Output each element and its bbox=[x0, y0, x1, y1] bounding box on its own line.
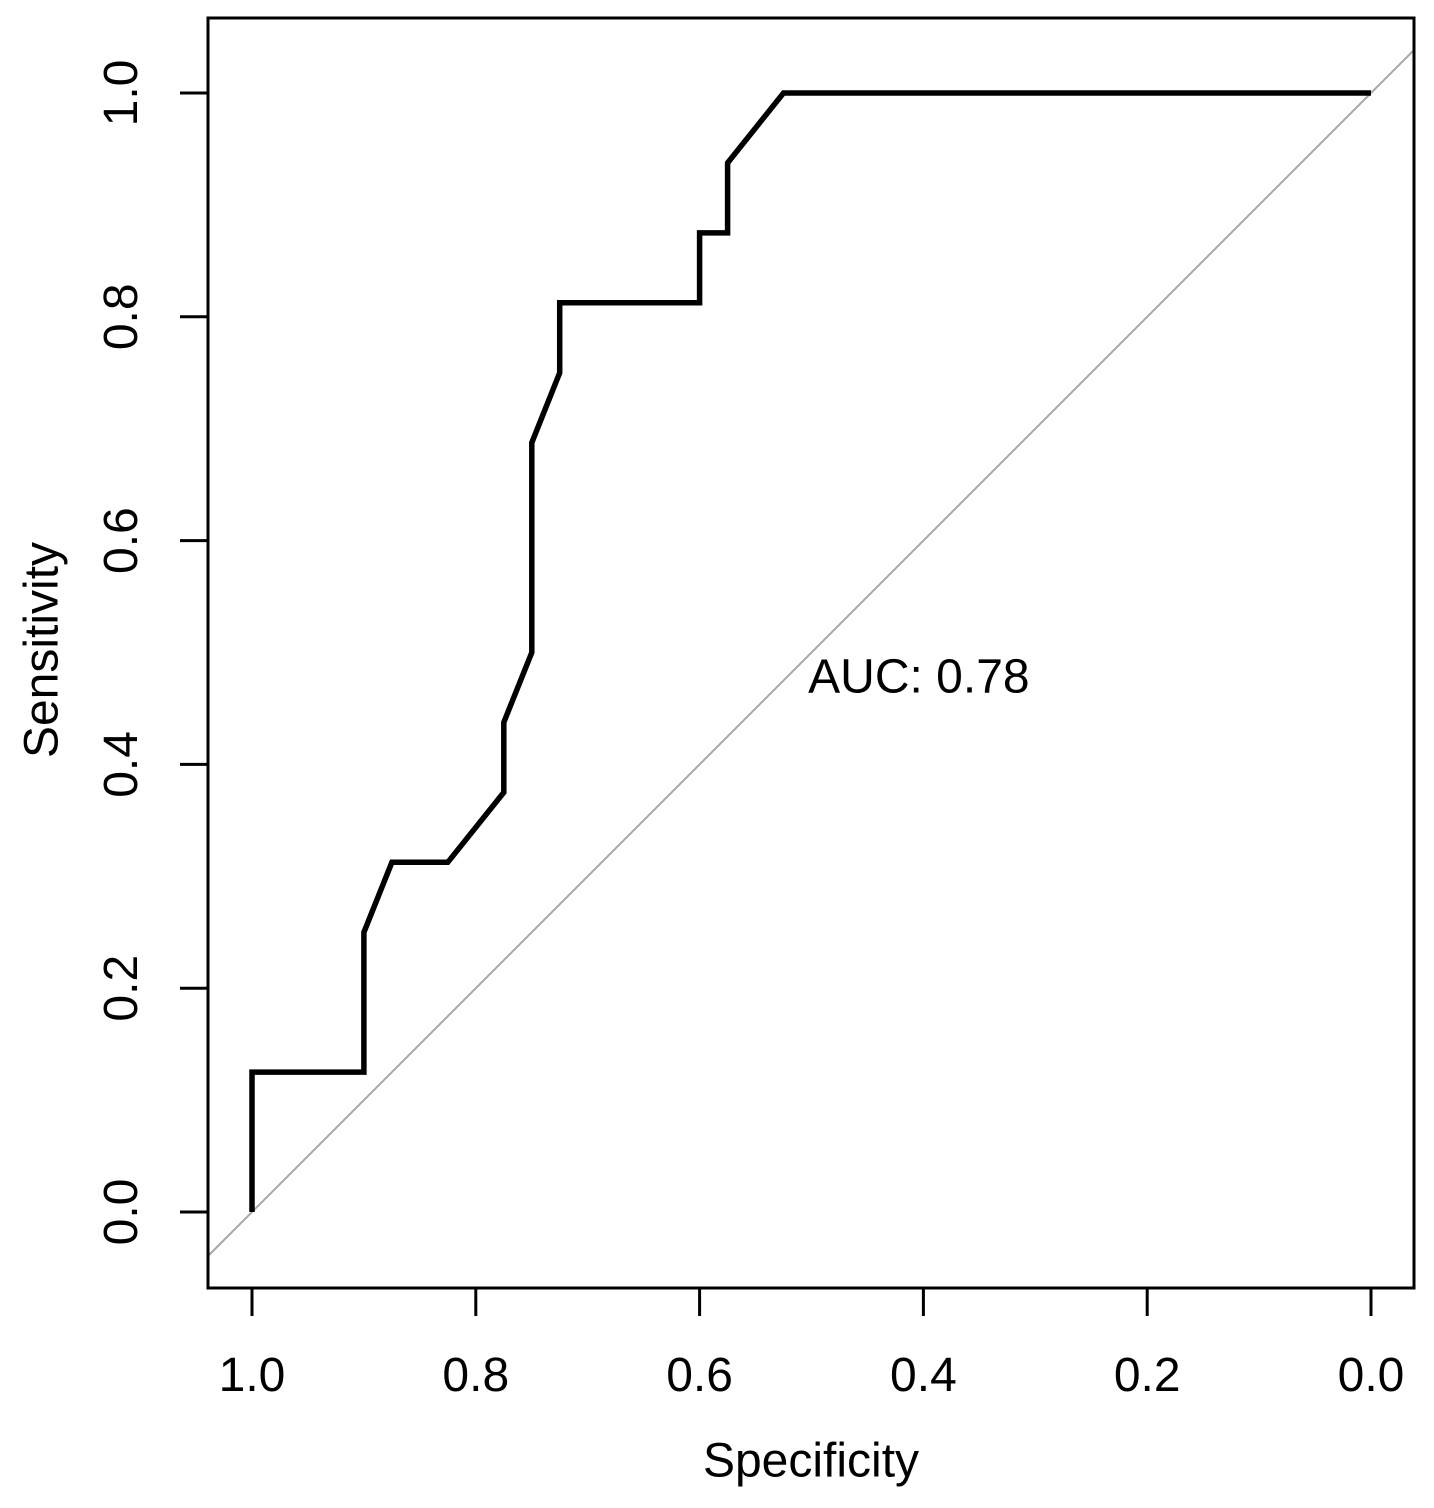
plot-border bbox=[206, 16, 1416, 1290]
x-axis-title: Specificity bbox=[702, 1434, 920, 1488]
auc-annotation: AUC: 0.78 bbox=[808, 650, 1030, 704]
y-tick-label: 0.8 bbox=[95, 283, 148, 350]
y-tick-label: 0.2 bbox=[95, 955, 148, 1022]
x-tick-label: 0.6 bbox=[666, 1349, 733, 1402]
x-tick-label: 0.8 bbox=[442, 1349, 509, 1402]
y-tick-label: 0.4 bbox=[95, 731, 148, 798]
y-tick-label: 0.0 bbox=[95, 1179, 148, 1246]
x-tick-label: 1.0 bbox=[219, 1349, 286, 1402]
y-tick-label: 0.6 bbox=[95, 507, 148, 574]
x-tick-label: 0.2 bbox=[1114, 1349, 1181, 1402]
y-axis-title: Sensitivity bbox=[15, 541, 69, 759]
y-tick-label: 1.0 bbox=[95, 60, 148, 127]
roc-curve bbox=[249, 90, 1371, 1212]
x-tick-label: 0.0 bbox=[1338, 1349, 1405, 1402]
x-tick-label: 0.4 bbox=[890, 1349, 957, 1402]
chance-diagonal-line bbox=[207, 49, 1415, 1257]
